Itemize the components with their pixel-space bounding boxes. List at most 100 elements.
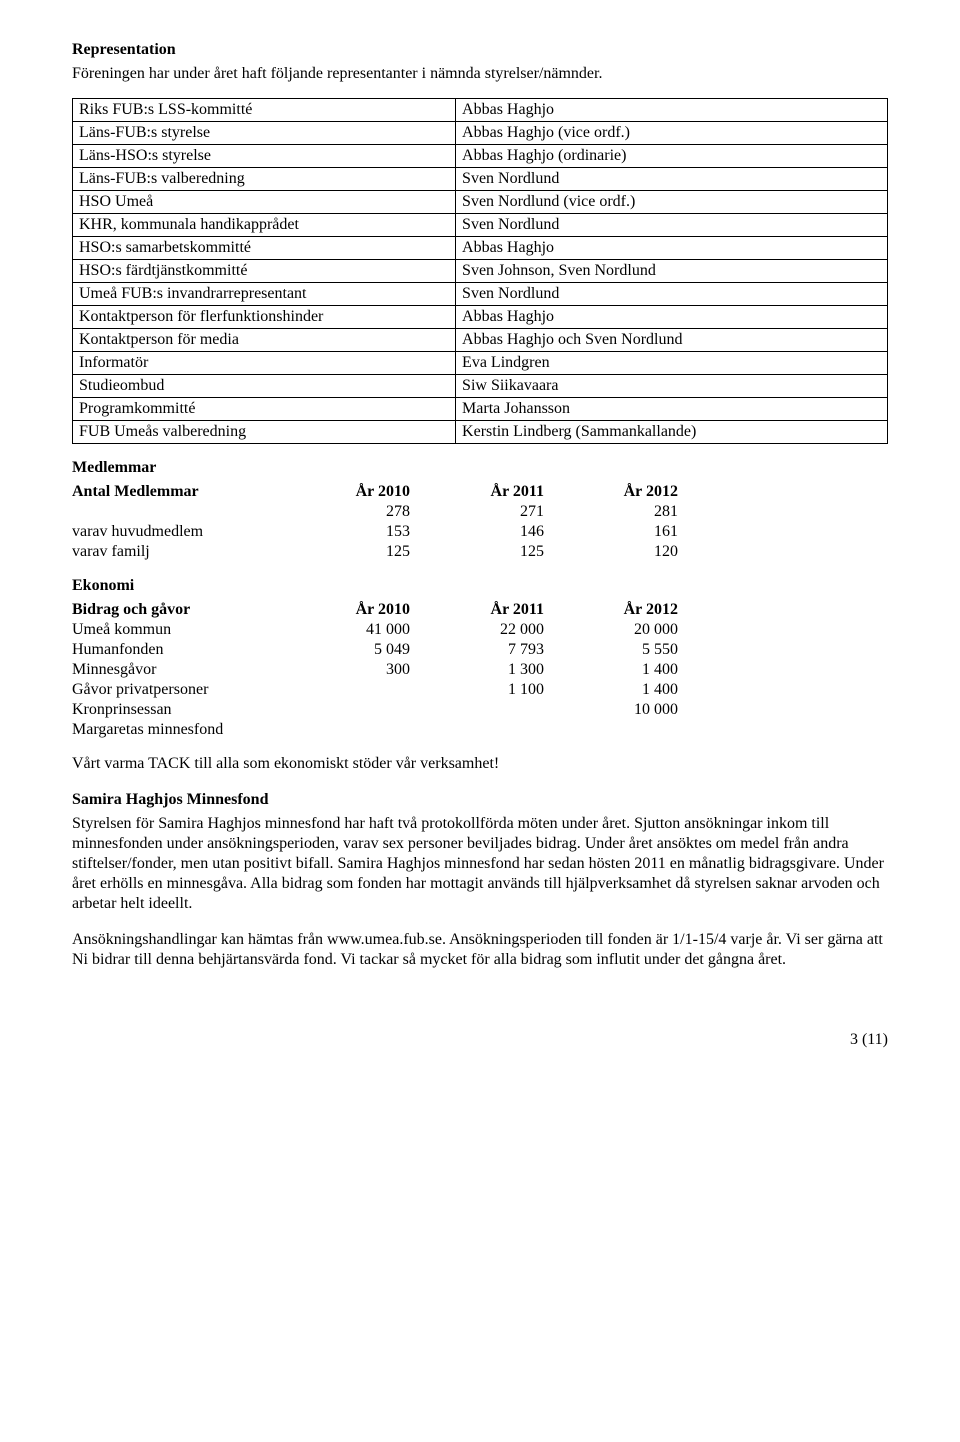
members-col-0: Antal Medlemmar	[72, 482, 300, 502]
rep-person: Abbas Haghjo (vice ordf.)	[456, 122, 888, 145]
rep-person: Sven Nordlund (vice ordf.)	[456, 191, 888, 214]
row-value	[300, 700, 434, 740]
rep-role: Kontaktperson för media	[73, 329, 456, 352]
rep-role: Umeå FUB:s invandrarrepresentant	[73, 283, 456, 306]
members-col-1: År 2010	[300, 482, 434, 502]
table-row: Umeå kommun41 00022 00020 000	[72, 620, 702, 640]
row-value: 125	[434, 542, 568, 562]
row-value: 146	[434, 522, 568, 542]
members-col-3: År 2012	[568, 482, 702, 502]
row-label: varav familj	[72, 542, 300, 562]
members-table: Antal Medlemmar År 2010 År 2011 År 2012 …	[72, 482, 702, 562]
economy-col-2: År 2011	[434, 600, 568, 620]
row-value: 1 400	[568, 680, 702, 700]
table-row: Kontaktperson för flerfunktionshinderAbb…	[73, 306, 888, 329]
table-row: Umeå FUB:s invandrarrepresentantSven Nor…	[73, 283, 888, 306]
row-value: 10 000	[568, 700, 702, 740]
rep-role: Läns-HSO:s styrelse	[73, 145, 456, 168]
row-value	[434, 700, 568, 740]
row-value: 278	[300, 502, 434, 522]
table-row: HSO UmeåSven Nordlund (vice ordf.)	[73, 191, 888, 214]
rep-role: Studieombud	[73, 375, 456, 398]
economy-thanks: Vårt varma TACK till alla som ekonomiskt…	[72, 754, 888, 774]
samira-section: Samira Haghjos Minnesfond Styrelsen för …	[72, 790, 888, 970]
row-label: varav huvudmedlem	[72, 522, 300, 542]
row-value: 22 000	[434, 620, 568, 640]
table-row: varav huvudmedlem153146161	[72, 522, 702, 542]
table-row: Läns-FUB:s styrelseAbbas Haghjo (vice or…	[73, 122, 888, 145]
row-value: 7 793	[434, 640, 568, 660]
members-col-2: År 2011	[434, 482, 568, 502]
row-label: Gåvor privatpersoner	[72, 680, 300, 700]
row-value: 153	[300, 522, 434, 542]
rep-person: Marta Johansson	[456, 398, 888, 421]
rep-role: Läns-FUB:s styrelse	[73, 122, 456, 145]
table-row: Minnesgåvor3001 3001 400	[72, 660, 702, 680]
row-value	[300, 680, 434, 700]
row-label: Umeå kommun	[72, 620, 300, 640]
table-row: StudieombudSiw Siikavaara	[73, 375, 888, 398]
row-value: 5 550	[568, 640, 702, 660]
members-heading: Medlemmar	[72, 458, 888, 478]
representation-section: Representation Föreningen har under året…	[72, 40, 888, 84]
rep-role: Informatör	[73, 352, 456, 375]
table-row: HSO:s samarbetskommittéAbbas Haghjo	[73, 237, 888, 260]
rep-person: Sven Nordlund	[456, 214, 888, 237]
rep-person: Sven Johnson, Sven Nordlund	[456, 260, 888, 283]
economy-heading: Ekonomi	[72, 576, 888, 596]
row-label: Minnesgåvor	[72, 660, 300, 680]
table-row: Gåvor privatpersoner 1 1001 400	[72, 680, 702, 700]
row-value: 281	[568, 502, 702, 522]
representation-intro: Föreningen har under året haft följande …	[72, 64, 888, 84]
rep-person: Abbas Haghjo	[456, 306, 888, 329]
members-section: Medlemmar Antal Medlemmar År 2010 År 201…	[72, 458, 888, 562]
rep-role: Riks FUB:s LSS-kommitté	[73, 99, 456, 122]
rep-person: Abbas Haghjo	[456, 237, 888, 260]
row-value: 1 400	[568, 660, 702, 680]
table-row: ProgramkommittéMarta Johansson	[73, 398, 888, 421]
samira-para1: Styrelsen för Samira Haghjos minnesfond …	[72, 814, 888, 914]
table-row: Kontaktperson för mediaAbbas Haghjo och …	[73, 329, 888, 352]
row-value: 1 300	[434, 660, 568, 680]
table-row: Läns-FUB:s valberedningSven Nordlund	[73, 168, 888, 191]
rep-person: Abbas Haghjo	[456, 99, 888, 122]
rep-role: Läns-FUB:s valberedning	[73, 168, 456, 191]
rep-person: Kerstin Lindberg (Sammankallande)	[456, 421, 888, 444]
samira-para2: Ansökningshandlingar kan hämtas från www…	[72, 930, 888, 970]
economy-col-0: Bidrag och gåvor	[72, 600, 300, 620]
rep-role: Kontaktperson för flerfunktionshinder	[73, 306, 456, 329]
rep-role: HSO:s färdtjänstkommitté	[73, 260, 456, 283]
rep-person: Eva Lindgren	[456, 352, 888, 375]
row-value: 5 049	[300, 640, 434, 660]
rep-person: Sven Nordlund	[456, 168, 888, 191]
rep-person: Abbas Haghjo (ordinarie)	[456, 145, 888, 168]
table-row: 278271281	[72, 502, 702, 522]
table-row: Riks FUB:s LSS-kommittéAbbas Haghjo	[73, 99, 888, 122]
table-row: varav familj125125120	[72, 542, 702, 562]
economy-col-3: År 2012	[568, 600, 702, 620]
rep-role: Programkommitté	[73, 398, 456, 421]
rep-person: Siw Siikavaara	[456, 375, 888, 398]
rep-person: Sven Nordlund	[456, 283, 888, 306]
row-value: 271	[434, 502, 568, 522]
table-row: InformatörEva Lindgren	[73, 352, 888, 375]
table-row: KronprinsessanMargaretas minnesfond 10 00…	[72, 700, 702, 740]
row-value: 300	[300, 660, 434, 680]
row-value: 125	[300, 542, 434, 562]
table-row: Läns-HSO:s styrelseAbbas Haghjo (ordinar…	[73, 145, 888, 168]
row-value: 161	[568, 522, 702, 542]
rep-role: HSO Umeå	[73, 191, 456, 214]
economy-section: Ekonomi Bidrag och gåvor År 2010 År 2011…	[72, 576, 888, 740]
economy-table: Bidrag och gåvor År 2010 År 2011 År 2012…	[72, 600, 702, 740]
row-label: KronprinsessanMargaretas minnesfond	[72, 700, 300, 740]
row-label: Humanfonden	[72, 640, 300, 660]
table-row: HSO:s färdtjänstkommittéSven Johnson, Sv…	[73, 260, 888, 283]
row-value: 1 100	[434, 680, 568, 700]
page-footer: 3 (11)	[72, 1030, 888, 1050]
rep-role: HSO:s samarbetskommitté	[73, 237, 456, 260]
representation-table: Riks FUB:s LSS-kommittéAbbas HaghjoLäns-…	[72, 98, 888, 444]
rep-person: Abbas Haghjo och Sven Nordlund	[456, 329, 888, 352]
table-row: Humanfonden5 0497 7935 550	[72, 640, 702, 660]
table-row: FUB Umeås valberedningKerstin Lindberg (…	[73, 421, 888, 444]
table-row: KHR, kommunala handikapprådetSven Nordlu…	[73, 214, 888, 237]
